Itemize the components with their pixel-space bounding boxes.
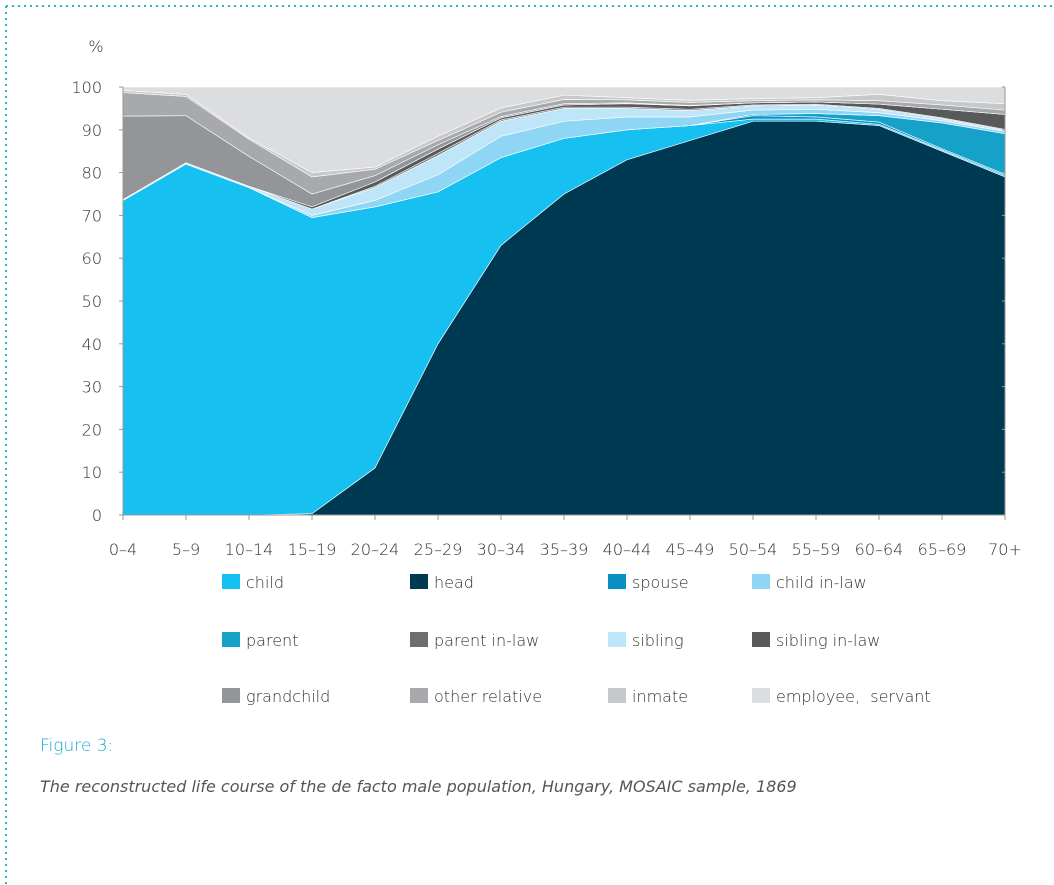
legend-label: child — [246, 573, 284, 592]
x-tick-label: 60–64 — [855, 540, 904, 559]
legend-label: grandchild — [246, 687, 330, 706]
x-tick-label: 20–24 — [351, 540, 400, 559]
x-tick-label: 0–4 — [109, 540, 137, 559]
y-tick-label: 10 — [82, 463, 102, 482]
legend-label: parent — [246, 631, 298, 650]
x-tick-label: 35–39 — [540, 540, 589, 559]
legend-swatch — [222, 632, 240, 647]
x-tick-label: 15–19 — [288, 540, 337, 559]
y-tick-label: 80 — [82, 164, 102, 183]
y-tick-label: 40 — [82, 335, 102, 354]
figure-label: Figure 3: — [40, 736, 113, 756]
legend-label: sibling — [632, 631, 684, 650]
y-axis-label: % — [88, 37, 103, 56]
y-tick-label: 50 — [82, 292, 102, 311]
legend-label: child in-law — [776, 573, 867, 592]
x-tick-label: 5–9 — [172, 540, 200, 559]
x-tick-label: 70+ — [988, 540, 1022, 559]
y-tick-label: 70 — [82, 206, 102, 225]
x-tick-label: 40–44 — [603, 540, 652, 559]
x-tick-label: 45–49 — [666, 540, 715, 559]
y-tick-label: 90 — [82, 121, 102, 140]
legend-swatch — [222, 574, 240, 589]
legend-swatch — [608, 574, 626, 589]
y-tick-label: 30 — [82, 378, 102, 397]
legend-swatch — [410, 632, 428, 647]
legend-label: employee, servant — [776, 687, 931, 706]
legend-swatch — [608, 632, 626, 647]
legend-swatch — [410, 574, 428, 589]
legend-swatch — [752, 688, 770, 703]
x-tick-label: 55–59 — [792, 540, 841, 559]
y-tick-label: 100 — [71, 78, 102, 97]
caption: The reconstructed life course of the de … — [40, 777, 797, 796]
legend-swatch — [752, 632, 770, 647]
legend-label: inmate — [632, 687, 688, 706]
legend-label: head — [434, 573, 474, 592]
x-tick-label: 10–14 — [225, 540, 274, 559]
x-tick-label: 30–34 — [477, 540, 526, 559]
legend-swatch — [410, 688, 428, 703]
y-tick-label: 0 — [92, 506, 102, 525]
x-tick-label: 25–29 — [414, 540, 463, 559]
legend-label: spouse — [632, 573, 689, 592]
x-tick-label: 50–54 — [729, 540, 778, 559]
y-tick-label: 20 — [82, 420, 102, 439]
legend-swatch — [222, 688, 240, 703]
x-tick-label: 65–69 — [918, 540, 967, 559]
legend-swatch — [608, 688, 626, 703]
legend-swatch — [752, 574, 770, 589]
legend-label: other relative — [434, 687, 542, 706]
legend-label: sibling in-law — [776, 631, 880, 650]
y-tick-label: 60 — [82, 249, 102, 268]
legend-label: parent in-law — [434, 631, 539, 650]
